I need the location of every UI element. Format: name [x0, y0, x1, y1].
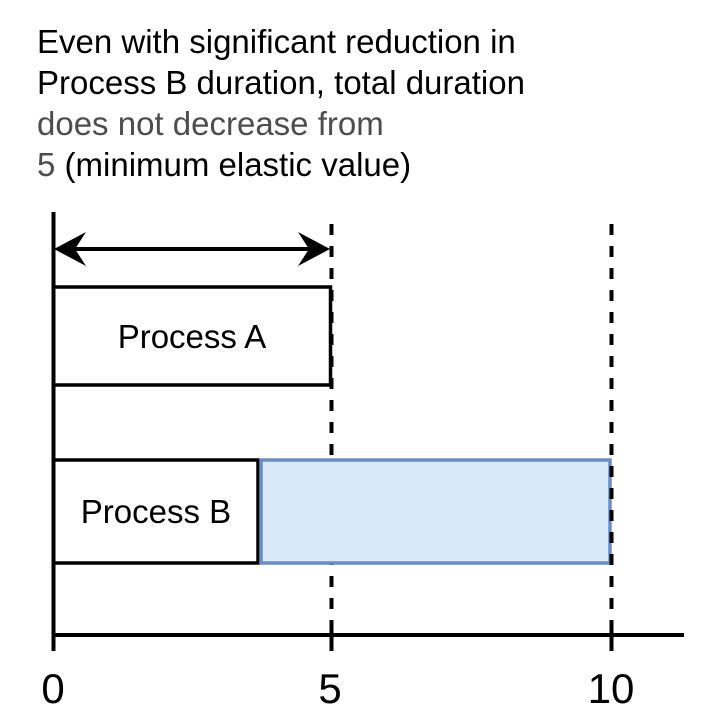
caption-line-3: does not decrease from	[37, 105, 384, 142]
process-b-elastic-region	[261, 460, 610, 563]
x-axis-label-0: 0	[41, 665, 64, 712]
process-b-label: Process B	[81, 493, 231, 530]
caption-line-4-rest: (minimum elastic value)	[55, 146, 412, 183]
caption-block: Even with significant reduction in Proce…	[37, 21, 525, 185]
caption-line-2: Process B duration, total duration	[37, 64, 525, 101]
x-axis-label-5: 5	[318, 665, 341, 712]
x-axis-label-10: 10	[588, 665, 635, 712]
caption-line-1: Even with significant reduction in	[37, 23, 516, 60]
caption-minimum-value: 5	[37, 146, 56, 183]
duration-arrow	[54, 232, 330, 266]
arrow-left-head-icon	[54, 232, 86, 266]
arrow-right-head-icon	[298, 232, 330, 266]
caption-line-4: 5 (minimum elastic value)	[37, 144, 525, 185]
process-a-label: Process A	[118, 318, 267, 355]
